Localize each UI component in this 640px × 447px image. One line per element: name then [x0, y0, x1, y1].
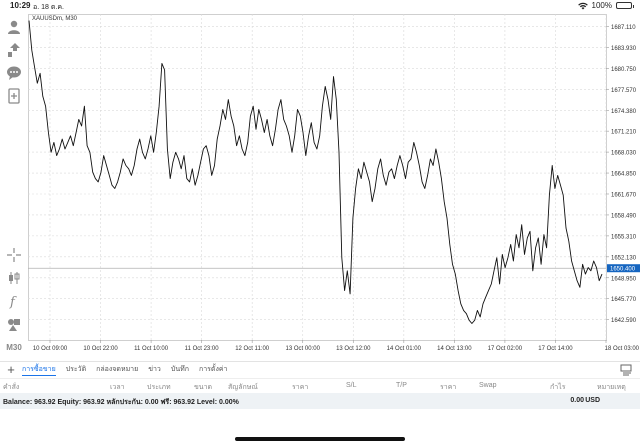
tab-settings[interactable]: การตั้งค่า	[198, 366, 228, 373]
indicators-icon[interactable]: f	[5, 292, 23, 310]
time-tick-label: 14 Oct 01:00	[387, 346, 422, 352]
col-sl: S/L	[346, 382, 357, 389]
wifi-icon	[577, 2, 588, 9]
col-price-current: ราคา	[440, 384, 457, 391]
status-right: 100%	[577, 1, 634, 10]
price-tick-label: 1664.850	[611, 172, 637, 178]
current-price-label: 1650.400	[610, 267, 636, 273]
trade-icon[interactable]	[5, 41, 23, 59]
account-icon[interactable]	[5, 18, 23, 36]
layout-icon[interactable]	[620, 364, 632, 376]
price-tick-label: 1674.380	[611, 109, 637, 115]
price-tick-label: 1687.110	[611, 25, 636, 31]
price-tick-label: 1671.210	[611, 130, 637, 136]
plot-frame	[28, 14, 607, 341]
col-order: คำสั่ง	[3, 384, 20, 391]
price-tick-label: 1683.930	[611, 46, 637, 52]
profit-currency: USD	[585, 397, 600, 404]
add-icon[interactable]: +	[7, 361, 15, 377]
col-comment: หมายเหตุ	[597, 384, 626, 391]
status-date: อ. 18 ต.ค.	[33, 4, 64, 11]
chart-svg: 1687.110 1683.930 1680.750 1677.570 1674.380…	[28, 14, 640, 352]
time-tick-label: 10 Oct 09:00	[33, 346, 68, 352]
balance-bar: Balance: 963.92 Equity: 963.92 หลักประกั…	[0, 393, 640, 409]
svg-text:f: f	[9, 295, 17, 309]
tab-history[interactable]: ประวัติ	[65, 366, 87, 373]
price-series-line	[28, 20, 603, 324]
timeframe-button[interactable]: M30	[6, 342, 22, 352]
chat-icon[interactable]	[5, 64, 23, 82]
tab-mailbox[interactable]: กล่องจดหมาย	[96, 366, 139, 373]
tab-trade[interactable]: การซื้อขาย	[22, 364, 56, 376]
total-profit: 0.00	[570, 397, 584, 404]
price-chart[interactable]: 1687.110 1683.930 1680.750 1677.570 1674.380…	[28, 14, 640, 354]
col-volume: ขนาด	[194, 384, 213, 391]
price-tick-label: 1648.950	[611, 276, 637, 282]
balance-summary: Balance: 963.92 Equity: 963.92 หลักประกั…	[3, 399, 239, 406]
col-type: ประเภท	[147, 384, 171, 391]
price-tick-label: 1661.670	[611, 192, 637, 198]
col-time: เวลา	[110, 384, 125, 391]
time-tick-label: 13 Oct 00:00	[286, 346, 321, 352]
price-tick-label: 1677.570	[611, 88, 637, 94]
status-time: 10:29	[10, 1, 31, 10]
battery-icon	[616, 2, 634, 9]
current-price-marker	[607, 264, 640, 273]
col-swap: Swap	[479, 382, 497, 389]
bottom-tabs: + การซื้อขาย ประวัติ กล่องจดหมาย ข่าว บั…	[0, 361, 640, 377]
price-tick-label: 1668.030	[611, 151, 637, 157]
time-tick-label: 10 Oct 22:00	[83, 346, 118, 352]
col-tp: T/P	[396, 382, 407, 389]
price-tick-label: 1680.750	[611, 67, 637, 73]
time-tick-label: 17 Oct 14:00	[538, 346, 573, 352]
tab-news[interactable]: ข่าว	[148, 366, 161, 373]
crosshair-icon[interactable]	[5, 246, 23, 264]
price-tick-label: 1645.770	[611, 297, 637, 303]
time-tick-label: 11 Oct 23:00	[185, 346, 220, 352]
battery-percent: 100%	[591, 1, 612, 10]
time-tick-label: 18 Oct 03:00	[605, 346, 640, 352]
status-bar: 10:29 อ. 18 ต.ค. 100%	[0, 0, 640, 14]
tab-journal[interactable]: บันทึก	[170, 366, 189, 373]
price-tick-label: 1658.490	[611, 213, 637, 219]
price-tick-label: 1655.310	[611, 234, 637, 240]
home-indicator	[235, 437, 405, 441]
trade-table-header: คำสั่ง เวลา ประเภท ขนาด สัญลักษณ์ ราคา S…	[0, 378, 640, 392]
objects-icon[interactable]	[5, 315, 23, 333]
time-tick-label: 12 Oct 11:00	[235, 346, 270, 352]
col-symbol: สัญลักษณ์	[228, 384, 258, 391]
col-price: ราคา	[292, 384, 309, 391]
time-tick-label: 17 Oct 02:00	[488, 346, 523, 352]
time-tick-label: 14 Oct 13:00	[437, 346, 472, 352]
chart-type-icon[interactable]	[5, 269, 23, 287]
chart-symbol-label: XAUUSDm, M30	[32, 16, 78, 22]
chart-toolbar: f M30	[0, 14, 28, 354]
time-tick-label: 13 Oct 12:00	[336, 346, 371, 352]
price-tick-label: 1652.130	[611, 255, 637, 261]
col-profit: กำไร	[550, 384, 566, 391]
time-tick-label: 11 Oct 10:00	[134, 346, 169, 352]
price-tick-label: 1642.590	[611, 318, 637, 324]
new-order-icon[interactable]	[5, 87, 23, 105]
